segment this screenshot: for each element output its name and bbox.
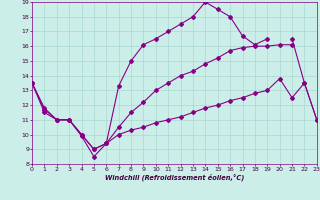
X-axis label: Windchill (Refroidissement éolien,°C): Windchill (Refroidissement éolien,°C) — [105, 173, 244, 181]
